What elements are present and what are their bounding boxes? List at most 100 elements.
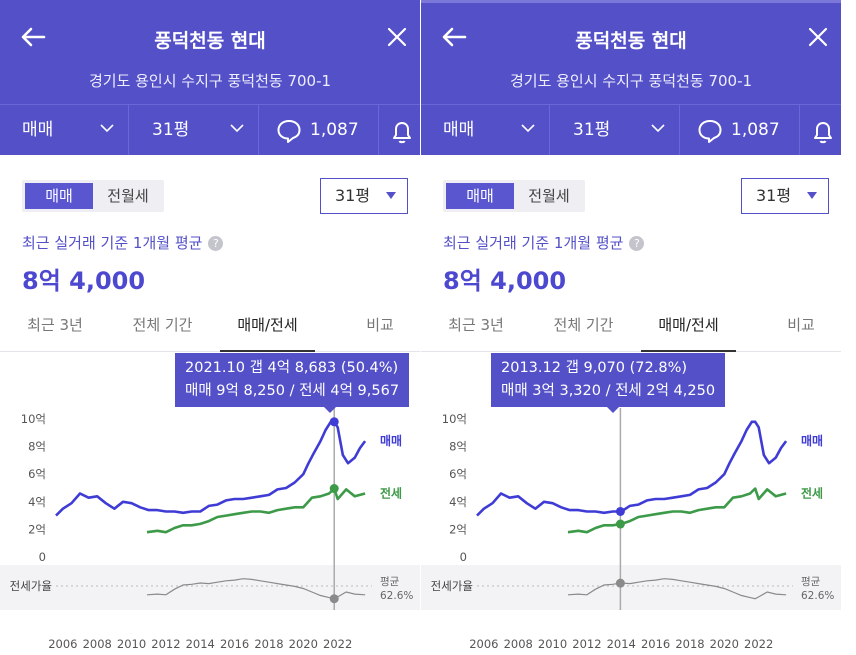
- divider: [378, 105, 379, 155]
- x-tick-label: 2008: [504, 637, 533, 651]
- deal-type-dropdown[interactable]: 매매: [443, 105, 474, 155]
- y-tick-label: 6억: [449, 467, 467, 481]
- toggle-sale[interactable]: 매매: [446, 183, 514, 209]
- legend-avg-value: 62.6%: [801, 590, 834, 602]
- chart-tooltip: 2013.12 갭 9,070 (72.8%) 매매 3억 3,320 / 전세…: [491, 353, 726, 413]
- help-icon[interactable]: ?: [629, 236, 645, 251]
- y-tick-label: 4억: [449, 495, 467, 509]
- size-dropdown[interactable]: 31평: [152, 105, 189, 155]
- y-tick-label: 10억: [21, 412, 46, 426]
- y-tick-label: 8억: [449, 440, 467, 454]
- x-tick-label: 2012: [151, 637, 180, 651]
- legend-avg-label: 평균: [801, 576, 821, 588]
- legend-jeonse: 전세: [380, 486, 402, 501]
- back-arrow-icon[interactable]: [439, 22, 469, 52]
- tab-recent-3y[interactable]: 최근 3년: [448, 316, 504, 334]
- x-tick-label: 2010: [117, 637, 146, 651]
- series-line-ratio: [567, 578, 787, 600]
- legend-avg-label: 평균: [380, 576, 400, 588]
- x-tick-label: 2008: [83, 637, 112, 651]
- chevron-down-icon: [651, 124, 665, 133]
- chevron-down-icon: [100, 124, 114, 133]
- ratio-band: [421, 565, 841, 610]
- tab-bar: 최근 3년 전체 기간 매매/전세 비교: [421, 308, 841, 352]
- legend-jeonse: 전세: [801, 486, 823, 501]
- bell-icon[interactable]: [390, 119, 414, 145]
- tab-sale-jeonse[interactable]: 매매/전세: [220, 308, 315, 352]
- filter-bar: 매매 31평 1,087: [0, 104, 420, 155]
- tab-compare[interactable]: 비교: [787, 316, 815, 334]
- caret-down-icon: [386, 192, 396, 199]
- comment-count[interactable]: 1,087: [731, 120, 780, 140]
- divider: [799, 105, 800, 155]
- chevron-down-icon: [521, 124, 535, 133]
- comment-icon[interactable]: [276, 118, 302, 144]
- series-line-jeonse: [567, 487, 787, 534]
- size-select-value: 31평: [335, 186, 371, 205]
- x-tick-label: 2012: [572, 637, 601, 651]
- y-tick-label: 0: [460, 550, 467, 564]
- x-tick-label: 2022: [323, 637, 352, 651]
- tooltip-line1: 2021.10 갭 4억 8,683 (50.4%): [185, 360, 399, 376]
- series-line-jeonse: [146, 487, 366, 534]
- toggle-sale[interactable]: 매매: [25, 183, 93, 209]
- cursor-point-ratio: [615, 578, 625, 588]
- legend-sale: 매매: [801, 433, 823, 448]
- legend-avg-value: 62.6%: [380, 590, 413, 602]
- x-tick-label: 2010: [538, 637, 567, 651]
- divider: [679, 105, 680, 155]
- address-text: 경기도 용인시 수지구 풍덕천동 700-1: [88, 72, 332, 90]
- comment-icon[interactable]: [697, 118, 723, 144]
- basis-label: 최근 실거래 기준 1개월 평균?: [443, 232, 645, 253]
- page-title: 풍덕천동 현대: [575, 30, 687, 52]
- tab-compare[interactable]: 비교: [366, 316, 394, 334]
- x-tick-label: 2020: [710, 637, 739, 651]
- price-chart[interactable]: 10억 8억 6억 4억 2억 0 2006 2008 2010 2012 2014 2016 2018…: [0, 352, 420, 655]
- deal-type-dropdown[interactable]: 매매: [22, 105, 53, 155]
- chevron-down-icon: [230, 124, 244, 133]
- y-tick-label: 10억: [442, 412, 467, 426]
- price-chart[interactable]: 10억 8억 6억 4억 2억 0 2006 2008 2010 2012 2014 2016 2018…: [421, 352, 841, 655]
- help-icon[interactable]: ?: [208, 236, 224, 251]
- back-arrow-icon[interactable]: [18, 22, 48, 52]
- deal-type-label: 매매: [22, 120, 54, 140]
- tab-recent-3y[interactable]: 최근 3년: [27, 316, 83, 334]
- x-tick-label: 2016: [641, 637, 670, 651]
- close-icon[interactable]: [384, 24, 410, 50]
- series-line-sale: [55, 420, 367, 517]
- x-tick-label: 2020: [289, 637, 318, 651]
- size-label: 31평: [573, 120, 611, 140]
- tooltip-arrow: [607, 407, 619, 413]
- y-tick-label: 0: [39, 550, 46, 564]
- chart-svg: 10억 8억 6억 4억 2억 0 2006 2008 2010 2012 2014 2016 2018…: [0, 408, 420, 651]
- ratio-band: [0, 565, 420, 610]
- tooltip-arrow: [324, 407, 336, 413]
- comment-count[interactable]: 1,087: [310, 120, 359, 140]
- cursor-point-jeonse: [615, 519, 625, 529]
- size-select[interactable]: 31평: [741, 178, 829, 214]
- basis-label: 최근 실거래 기준 1개월 평균?: [22, 232, 224, 253]
- toggle-rent[interactable]: 전월세: [107, 187, 149, 205]
- size-dropdown[interactable]: 31평: [573, 105, 610, 155]
- size-label: 31평: [152, 120, 190, 140]
- tab-sale-jeonse[interactable]: 매매/전세: [641, 308, 736, 352]
- legend-sale: 매매: [380, 433, 402, 448]
- size-select[interactable]: 31평: [320, 178, 408, 214]
- bell-icon[interactable]: [811, 119, 835, 145]
- tab-all-period[interactable]: 전체 기간: [553, 316, 614, 334]
- deal-toggle: 매매 전월세: [22, 180, 164, 212]
- tab-all-period[interactable]: 전체 기간: [132, 316, 193, 334]
- panel-left: 풍덕천동 현대 경기도 용인시 수지구 풍덕천동 700-1 매매 31평 1,…: [0, 0, 420, 655]
- toggle-rent[interactable]: 전월세: [528, 187, 570, 205]
- cursor-point-sale: [615, 506, 625, 516]
- filter-bar: 매매 31평 1,087: [421, 104, 841, 155]
- size-select-value: 31평: [756, 186, 792, 205]
- divider: [258, 105, 259, 155]
- x-tick-label: 2006: [48, 637, 77, 651]
- deal-type-label: 매매: [443, 120, 475, 140]
- x-tick-label: 2018: [675, 637, 704, 651]
- x-tick-label: 2018: [254, 637, 283, 651]
- basis-text: 최근 실거래 기준 1개월 평균: [443, 234, 624, 252]
- close-icon[interactable]: [805, 24, 831, 50]
- y-tick-label: 2억: [28, 522, 46, 536]
